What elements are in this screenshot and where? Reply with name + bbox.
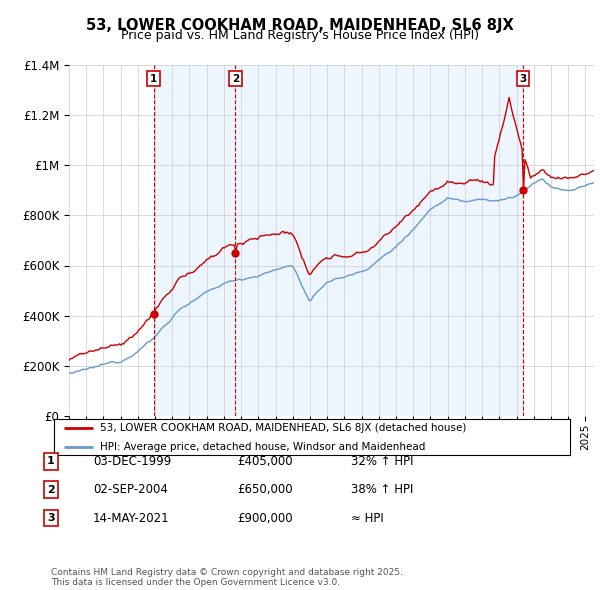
Text: £405,000: £405,000 [237, 455, 293, 468]
Text: £900,000: £900,000 [237, 512, 293, 525]
Text: 1: 1 [150, 74, 157, 84]
Bar [154, 65, 235, 416]
Text: 53, LOWER COOKHAM ROAD, MAIDENHEAD, SL6 8JX (detached house): 53, LOWER COOKHAM ROAD, MAIDENHEAD, SL6 … [100, 423, 467, 433]
Text: 38% ↑ HPI: 38% ↑ HPI [351, 483, 413, 496]
Text: HPI: Average price, detached house, Windsor and Maidenhead: HPI: Average price, detached house, Wind… [100, 442, 426, 453]
Text: 32% ↑ HPI: 32% ↑ HPI [351, 455, 413, 468]
Text: 3: 3 [47, 513, 55, 523]
Text: 1: 1 [47, 457, 55, 466]
Text: 3: 3 [519, 74, 527, 84]
Text: 2: 2 [47, 485, 55, 494]
Text: ≈ HPI: ≈ HPI [351, 512, 384, 525]
Text: 2: 2 [232, 74, 239, 84]
Bar [235, 65, 523, 416]
Text: £650,000: £650,000 [237, 483, 293, 496]
Text: 53, LOWER COOKHAM ROAD, MAIDENHEAD, SL6 8JX: 53, LOWER COOKHAM ROAD, MAIDENHEAD, SL6 … [86, 18, 514, 32]
Text: Price paid vs. HM Land Registry's House Price Index (HPI): Price paid vs. HM Land Registry's House … [121, 30, 479, 42]
Text: 02-SEP-2004: 02-SEP-2004 [93, 483, 168, 496]
Text: Contains HM Land Registry data © Crown copyright and database right 2025.
This d: Contains HM Land Registry data © Crown c… [51, 568, 403, 587]
Text: 14-MAY-2021: 14-MAY-2021 [93, 512, 170, 525]
Text: 03-DEC-1999: 03-DEC-1999 [93, 455, 171, 468]
